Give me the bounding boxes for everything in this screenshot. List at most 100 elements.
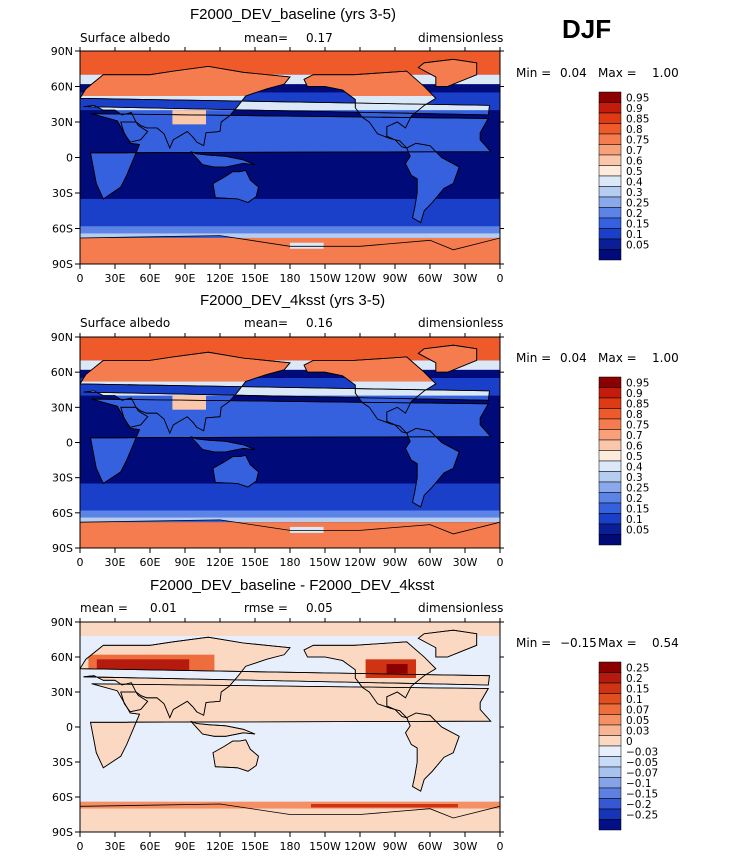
colorbar-swatch bbox=[598, 207, 622, 219]
colorbar-label: 0.1 bbox=[626, 514, 643, 526]
colorbar-label: 0.25 bbox=[626, 662, 649, 674]
land-n_america bbox=[303, 641, 437, 719]
colorbar-label: 0.85 bbox=[626, 113, 649, 125]
y-tick-label: 60S bbox=[52, 223, 73, 236]
x-tick-label: 60W bbox=[418, 556, 443, 569]
land-africa bbox=[90, 683, 492, 769]
panel-2-min-value: 0.04 bbox=[560, 351, 587, 365]
x-tick-label: 120E bbox=[206, 272, 234, 285]
colorbar-swatch bbox=[598, 787, 622, 799]
colorbar-label: −0.15 bbox=[626, 788, 658, 800]
colorbar-label: 0.75 bbox=[626, 419, 649, 431]
colorbar-label: 0.5 bbox=[626, 451, 643, 463]
x-tick-label: 0 bbox=[497, 840, 504, 853]
x-tick-label: 180 bbox=[280, 840, 301, 853]
x-tick-label: 90W bbox=[383, 272, 408, 285]
colorbar-label: 0.4 bbox=[626, 176, 643, 188]
colorbar-label: 0.8 bbox=[626, 124, 643, 136]
colorbar-swatch bbox=[598, 376, 622, 388]
panel-1-mean-value: 0.17 bbox=[306, 31, 333, 45]
colorbar-label: −0.1 bbox=[626, 778, 652, 790]
panel-3-max-value: 0.54 bbox=[652, 636, 679, 650]
colorbar-label: 0.15 bbox=[626, 218, 649, 230]
land-n_america bbox=[303, 356, 437, 434]
colorbar-swatch bbox=[598, 228, 622, 240]
panel-1-title: F2000_DEV_baseline (yrs 3-5) bbox=[190, 6, 396, 23]
sea-ice-band bbox=[80, 517, 500, 523]
colorbar-swatch bbox=[598, 450, 622, 462]
colorbar-label: 0.8 bbox=[626, 409, 643, 421]
colorbar-swatch bbox=[598, 703, 622, 715]
panel-2-min-label: Min = bbox=[516, 351, 552, 365]
y-tick-label: 90S bbox=[52, 258, 73, 271]
land-australia bbox=[213, 455, 259, 487]
y-tick-label: 90N bbox=[51, 331, 73, 344]
land-europe_asia bbox=[80, 351, 490, 435]
y-tick-label: 0 bbox=[66, 721, 73, 734]
colorbar-swatch bbox=[598, 724, 622, 736]
colorbar-label: 0.7 bbox=[626, 430, 643, 442]
panel-2-max-value: 1.00 bbox=[652, 351, 679, 365]
colorbar-label: −0.25 bbox=[626, 809, 658, 821]
colorbar-swatch bbox=[598, 249, 622, 261]
colorbar-swatch bbox=[598, 397, 622, 409]
land-n_america bbox=[303, 70, 437, 149]
x-tick-label: 60E bbox=[140, 272, 161, 285]
land-australia bbox=[212, 454, 259, 488]
x-tick-label: 0 bbox=[77, 556, 84, 569]
x-tick-label: 120E bbox=[206, 556, 234, 569]
land-indonesia bbox=[190, 151, 255, 167]
antarctic-diff-core bbox=[311, 804, 458, 808]
colorbar-swatch bbox=[598, 766, 622, 778]
panel-2-units: dimensionless bbox=[418, 316, 504, 330]
colorbar-swatch bbox=[598, 175, 622, 187]
x-tick-label: 30E bbox=[105, 840, 126, 853]
y-tick-label: 30S bbox=[52, 756, 73, 769]
land-indonesia bbox=[190, 721, 255, 737]
land-greenland bbox=[418, 630, 477, 657]
colorbar-swatch bbox=[598, 808, 622, 820]
land-arabia bbox=[120, 122, 148, 143]
colorbar-swatch bbox=[598, 439, 622, 451]
colorbar-swatch bbox=[598, 756, 622, 768]
colorbar-swatch bbox=[598, 408, 622, 420]
panel-3-units: dimensionless bbox=[418, 601, 504, 615]
y-tick-label: 90N bbox=[51, 616, 73, 629]
colorbar-swatch bbox=[598, 196, 622, 208]
colorbar-swatch bbox=[598, 471, 622, 483]
y-tick-label: 60N bbox=[51, 366, 73, 379]
x-tick-label: 180 bbox=[280, 272, 301, 285]
colorbar-swatch bbox=[598, 460, 622, 472]
panel-1-min-label: Min = bbox=[516, 66, 552, 80]
y-tick-label: 30N bbox=[51, 401, 73, 414]
x-tick-label: 90E bbox=[175, 556, 196, 569]
x-tick-label: 120W bbox=[344, 556, 376, 569]
land-greenland bbox=[417, 629, 478, 658]
colorbar-swatch bbox=[598, 186, 622, 198]
land-s_america bbox=[405, 428, 460, 507]
colorbar-label: 0.6 bbox=[626, 155, 643, 167]
colorbar-swatch bbox=[598, 481, 622, 493]
colorbar-swatch bbox=[598, 418, 622, 430]
panel-3-rmse-label: rmse = bbox=[244, 601, 288, 615]
colorbar-label: 0.25 bbox=[626, 197, 649, 209]
land-s_america bbox=[405, 142, 460, 224]
sea-ice-edge-band bbox=[80, 510, 500, 518]
x-tick-label: 60W bbox=[418, 272, 443, 285]
x-tick-label: 30W bbox=[453, 272, 478, 285]
colorbar-swatch bbox=[598, 693, 622, 705]
panel-3-mean-label: mean = bbox=[80, 601, 128, 615]
land-antarctica bbox=[80, 519, 500, 548]
y-tick-label: 60N bbox=[51, 81, 73, 94]
land-indonesia bbox=[190, 151, 256, 168]
panel-2-variable-label: Surface albedo bbox=[80, 316, 171, 330]
x-tick-label: 60W bbox=[418, 840, 443, 853]
land-arabia bbox=[120, 121, 149, 143]
colorbar-label: 0.2 bbox=[626, 493, 643, 505]
colorbar-swatch bbox=[598, 672, 622, 684]
land-australia bbox=[212, 170, 259, 203]
land-antarctica bbox=[80, 803, 500, 832]
land-s_america bbox=[405, 712, 460, 792]
colorbar-swatch bbox=[598, 534, 622, 546]
map-1 bbox=[80, 51, 500, 264]
